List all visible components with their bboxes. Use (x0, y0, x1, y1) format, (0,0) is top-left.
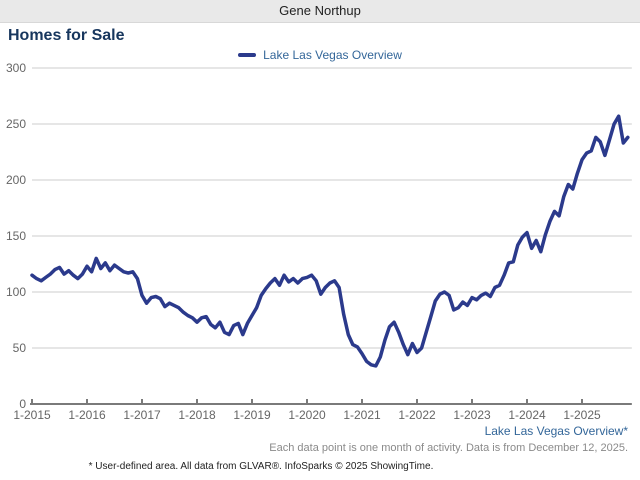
legend-label: Lake Las Vegas Overview (263, 48, 402, 62)
chart-legend: Lake Las Vegas Overview (0, 47, 640, 63)
x-tick-label-1-2016: 1-2016 (68, 408, 106, 422)
series-line-lake-las-vegas (30, 114, 630, 368)
x-tick-label-1-2019: 1-2019 (233, 408, 271, 422)
x-tick-label-1-2024: 1-2024 (508, 408, 546, 422)
x-tick-label-1-2023: 1-2023 (453, 408, 491, 422)
x-tick-label-1-2020: 1-2020 (288, 408, 326, 422)
series-footnote-link[interactable]: Lake Las Vegas Overview* (484, 424, 628, 438)
y-tick-label-50: 50 (13, 341, 27, 355)
agent-name: Gene Northup (279, 3, 361, 18)
agent-name-bar: Gene Northup (0, 0, 640, 23)
y-tick-label-150: 150 (6, 229, 26, 243)
x-tick-label-1-2021: 1-2021 (343, 408, 381, 422)
x-tick-label-1-2015: 1-2015 (13, 408, 51, 422)
y-tick-label-0: 0 (19, 397, 26, 411)
y-tick-label-100: 100 (6, 285, 26, 299)
x-tick-label-1-2025: 1-2025 (563, 408, 601, 422)
x-tick-label-1-2018: 1-2018 (178, 408, 216, 422)
page-title: Homes for Sale (8, 27, 125, 44)
legend-line-swatch (238, 53, 257, 57)
y-tick-label-200: 200 (6, 173, 26, 187)
y-tick-label-300: 300 (6, 61, 26, 75)
x-tick-label-1-2022: 1-2022 (398, 408, 436, 422)
copyright-disclaimer: * User-defined area. All data from GLVAR… (88, 461, 434, 472)
x-tick-label-1-2017: 1-2017 (123, 408, 161, 422)
y-tick-label-250: 250 (6, 117, 26, 131)
data-freshness-note: Each data point is one month of activity… (269, 442, 628, 454)
